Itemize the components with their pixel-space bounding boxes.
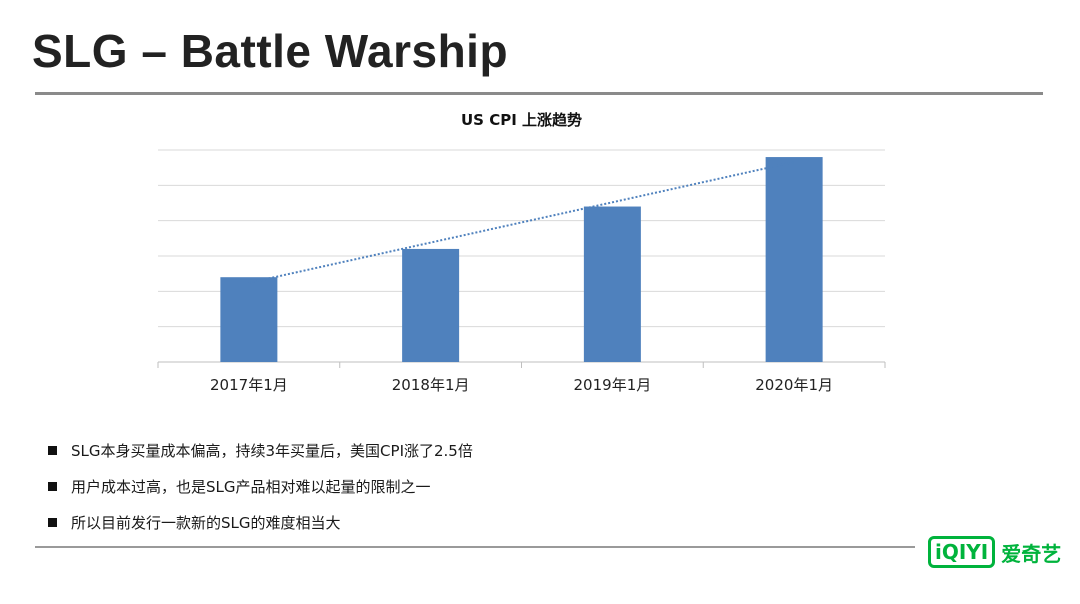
square-bullet-icon — [48, 517, 57, 527]
footer-divider — [35, 546, 915, 548]
chart-svg: US CPI 上涨趋势 2017年1月 2018年1月 2019年1月 2020年1月 — [157, 111, 886, 394]
x-tick-label: 2020年1月 — [755, 376, 833, 394]
logo-mark: iQIYI — [928, 536, 996, 568]
bullet-list: SLG本身买量成本偏高，持续3年买量后，美国CPI涨了2.5倍 用户成本过高，也… — [48, 432, 473, 540]
bullet-text: 所以目前发行一款新的SLG的难度相当大 — [71, 513, 341, 532]
bar — [583, 206, 641, 362]
bullet-item: 所以目前发行一款新的SLG的难度相当大 — [48, 504, 473, 540]
x-tick-label: 2019年1月 — [574, 376, 652, 394]
bullet-item: 用户成本过高，也是SLG产品相对难以起量的限制之一 — [48, 468, 473, 504]
square-bullet-icon — [48, 481, 57, 491]
logo-text: 爱奇艺 — [1001, 541, 1062, 566]
square-bullet-icon — [48, 445, 57, 455]
iqiyi-logo: iQIYI 爱奇艺 — [928, 536, 1061, 568]
bullet-item: SLG本身买量成本偏高，持续3年买量后，美国CPI涨了2.5倍 — [48, 432, 473, 468]
slide-title: SLG – Battle Warship — [32, 25, 509, 77]
chart-title: US CPI 上涨趋势 — [461, 111, 582, 129]
cpi-chart: US CPI 上涨趋势 2017年1月 2018年1月 2019年1月 2020年1月 — [150, 100, 895, 410]
bar — [220, 277, 278, 362]
x-tick-label: 2018年1月 — [392, 376, 470, 394]
bar — [765, 157, 823, 362]
x-tick-label: 2017年1月 — [210, 376, 288, 394]
title-divider — [35, 92, 1043, 95]
bar — [402, 248, 460, 362]
trendline — [248, 161, 795, 284]
bullet-text: 用户成本过高，也是SLG产品相对难以起量的限制之一 — [71, 477, 431, 496]
bullet-text: SLG本身买量成本偏高，持续3年买量后，美国CPI涨了2.5倍 — [71, 441, 473, 460]
